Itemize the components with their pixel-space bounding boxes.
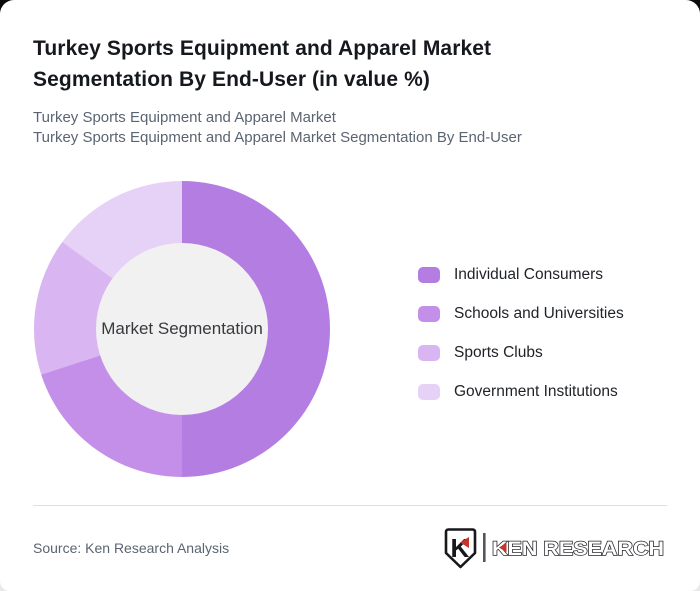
donut-center-label: Market Segmentation xyxy=(101,319,263,338)
footer: Source: Ken Research Analysis K KEN RESE… xyxy=(33,505,667,569)
legend-item: Sports Clubs xyxy=(418,344,624,361)
subtitle-block: Turkey Sports Equipment and Apparel Mark… xyxy=(33,108,667,148)
shield-letter: K xyxy=(451,533,470,563)
donut-chart: Market Segmentation xyxy=(34,181,330,477)
legend-swatch xyxy=(418,383,440,400)
shield-icon: K xyxy=(444,528,477,569)
donut-hole: Market Segmentation xyxy=(96,243,268,415)
legend-label: Schools and Universities xyxy=(454,304,624,322)
legend-swatch xyxy=(418,344,440,361)
header: Turkey Sports Equipment and Apparel Mark… xyxy=(0,0,700,148)
subtitle-line-1: Turkey Sports Equipment and Apparel Mark… xyxy=(33,109,336,126)
chart-legend: Individual Consumers Schools and Universi… xyxy=(418,266,624,400)
legend-label: Government Institutions xyxy=(454,382,618,400)
legend-item: Individual Consumers xyxy=(418,266,624,283)
legend-label: Sports Clubs xyxy=(454,343,543,361)
logo-brand-text: KEN RESEARCH xyxy=(492,539,664,560)
subtitle-line-2: Turkey Sports Equipment and Apparel Mark… xyxy=(33,129,522,146)
ken-research-logo: K KEN RESEARCH xyxy=(444,528,665,569)
brand-k-red-triangle-icon xyxy=(499,542,507,553)
legend-label: Individual Consumers xyxy=(454,265,604,283)
logo-divider-bar xyxy=(483,533,486,562)
legend-item: Government Institutions xyxy=(418,383,624,400)
footer-divider xyxy=(33,505,667,506)
legend-swatch xyxy=(418,266,440,283)
page-title: Turkey Sports Equipment and Apparel Mark… xyxy=(33,37,492,91)
legend-swatch xyxy=(418,305,440,322)
shield-red-triangle-icon xyxy=(460,537,469,548)
legend-item: Schools and Universities xyxy=(418,305,624,322)
source-text: Source: Ken Research Analysis xyxy=(33,540,230,556)
